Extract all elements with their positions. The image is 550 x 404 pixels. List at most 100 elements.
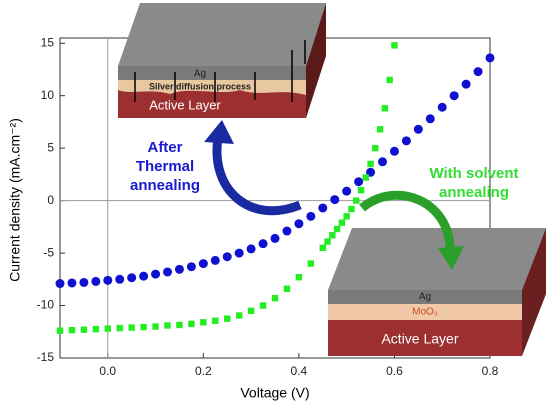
marker <box>362 174 369 181</box>
marker <box>376 126 384 133</box>
x-tick-label: 0.6 <box>386 364 403 378</box>
marker <box>425 114 435 124</box>
marker <box>140 323 147 331</box>
marker <box>437 102 447 112</box>
marker <box>103 275 113 285</box>
marker <box>188 320 195 328</box>
axes: -15 -10 -5 0 5 10 15 0.0 0.2 0.4 0.6 0.8 <box>37 35 499 378</box>
annotation: After <box>147 139 182 156</box>
marker <box>307 260 315 267</box>
x-tick-label: 0.2 <box>195 364 212 378</box>
active-layer <box>328 320 522 356</box>
marker <box>68 326 76 334</box>
marker <box>151 269 161 279</box>
marker <box>282 226 292 236</box>
active-layer <box>118 90 306 118</box>
marker <box>104 325 111 332</box>
marker <box>330 195 340 205</box>
marker <box>198 259 208 269</box>
annotation: annealing <box>439 184 509 201</box>
marker <box>367 160 374 168</box>
inset-side <box>306 3 326 118</box>
annotation: With solvent <box>429 165 518 182</box>
marker <box>91 276 101 286</box>
marker <box>176 321 183 329</box>
marker <box>401 136 411 146</box>
annotation: Thermal <box>136 158 194 175</box>
inset-label: Silver diffusion process <box>149 81 251 91</box>
marker <box>67 278 77 288</box>
inset-label: Ag <box>194 69 206 80</box>
marker <box>271 294 279 302</box>
x-tick-label: 0.8 <box>482 364 499 378</box>
inset-label: MoO₃ <box>412 307 438 318</box>
marker <box>391 42 398 49</box>
marker <box>235 312 243 319</box>
marker <box>329 232 336 239</box>
marker <box>333 225 341 233</box>
y-tick-label: 5 <box>47 140 54 154</box>
marker <box>378 157 387 167</box>
marker <box>258 239 268 249</box>
inset-label: Active Layer <box>149 97 221 112</box>
marker <box>357 186 365 194</box>
marker <box>186 262 196 272</box>
y-axis-label: Current density (mA.cm⁻²) <box>7 118 23 282</box>
marker <box>353 197 360 204</box>
marker <box>389 146 399 156</box>
marker <box>461 79 471 89</box>
x-axis-label: Voltage (V) <box>240 385 309 401</box>
marker <box>449 91 459 101</box>
marker <box>246 244 256 254</box>
x-tick-label: 0.0 <box>99 364 116 378</box>
marker <box>152 323 159 330</box>
marks <box>55 42 495 334</box>
annotation: annealing <box>130 177 200 194</box>
marker <box>174 264 184 274</box>
marker <box>80 326 88 333</box>
inset-label: Ag <box>419 292 431 303</box>
moo3-layer <box>328 304 522 320</box>
marker <box>354 177 364 187</box>
y-tick-label: -15 <box>37 350 55 364</box>
marker <box>306 211 316 221</box>
marker <box>259 302 267 309</box>
marker <box>115 274 125 284</box>
inset-thermal: Ag Silver diffusion process Active Layer <box>118 3 326 118</box>
marker <box>212 317 219 324</box>
inset-top <box>328 228 546 290</box>
marker <box>372 144 379 152</box>
arrow <box>359 190 455 251</box>
marker <box>473 67 483 77</box>
y-tick-label: 15 <box>41 35 55 49</box>
marker <box>270 233 280 243</box>
marker <box>343 213 350 220</box>
marker <box>234 248 244 258</box>
marker <box>342 186 352 196</box>
marker <box>247 307 255 314</box>
marker <box>164 322 171 329</box>
x-tick-label: 0.4 <box>291 364 308 378</box>
marker <box>283 285 291 292</box>
marker <box>116 324 123 332</box>
y-tick-label: -10 <box>37 298 55 312</box>
inset-solvent: Ag MoO₃ Active Layer <box>328 228 546 356</box>
marker <box>224 315 231 322</box>
y-tick-label: 0 <box>47 193 54 207</box>
arrow-head <box>204 120 234 144</box>
marker <box>56 327 64 334</box>
marker <box>294 219 304 229</box>
marker <box>319 244 326 252</box>
arrow <box>212 137 302 216</box>
inset-top <box>118 3 326 66</box>
marker <box>485 53 495 63</box>
marker <box>381 105 389 112</box>
marker <box>55 279 65 289</box>
marker <box>79 277 89 287</box>
marker <box>163 267 172 277</box>
marker <box>210 255 220 265</box>
inset-side <box>522 228 546 356</box>
marker <box>127 273 137 283</box>
diffusion-arrows <box>134 40 306 102</box>
